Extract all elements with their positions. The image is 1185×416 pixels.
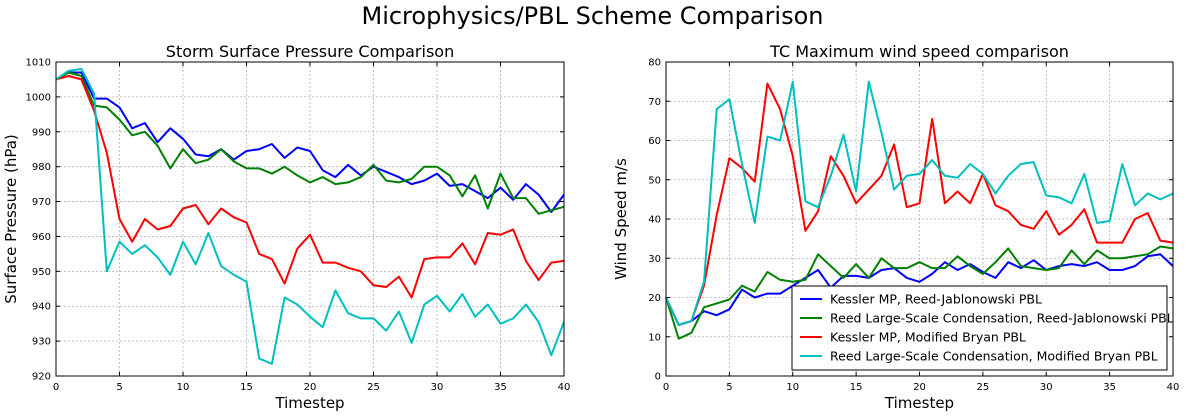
pressure-xtick-label: 5 (116, 382, 122, 393)
wind-legend-label-1: Kessler MP, Reed-Jablonowski PBL (830, 292, 1042, 307)
pressure-y-axis-label: Surface Pressure (hPa) (2, 134, 20, 304)
pressure-series-line-1 (55, 71, 565, 213)
pressure-ytick-label: 970 (32, 197, 51, 208)
pressure-ytick-label: 920 (32, 372, 51, 383)
wind-legend-label-3: Kessler MP, Modified Bryan PBL (830, 330, 1026, 345)
wind-series-line-1 (665, 253, 1174, 326)
wind-ytick-label: 70 (648, 97, 661, 108)
pressure-ytick-label: 1010 (26, 58, 51, 69)
pressure-xtick-label: 10 (177, 382, 190, 393)
pressure-series-line-2 (55, 71, 565, 215)
pressure-ytick-label: 950 (32, 267, 51, 278)
wind-legend: Kessler MP, Reed-Jablonowski PBL Reed Lar… (791, 285, 1174, 371)
wind-series-line-3 (665, 82, 1174, 326)
wind-xtick-label: 25 (977, 382, 990, 393)
wind-legend-label-4: Reed Large-Scale Condensation, Modified … (830, 349, 1158, 364)
wind-ytick-label: 80 (648, 58, 661, 69)
pressure-x-axis-label: Timestep (274, 394, 344, 412)
wind-series-line-4 (665, 80, 1174, 326)
wind-xtick-label: 10 (786, 382, 799, 393)
pressure-series-line-4 (55, 68, 565, 365)
pressure-xtick-label: 25 (367, 382, 380, 393)
wind-xtick-label: 15 (850, 382, 863, 393)
wind-ytick-label: 30 (648, 254, 661, 265)
pressure-xtick-label: 0 (53, 382, 59, 393)
wind-xtick-label: 35 (1103, 382, 1116, 393)
wind-legend-box (791, 285, 1168, 371)
pressure-ytick-label: 960 (32, 232, 51, 243)
pressure-xtick-label: 40 (558, 382, 571, 393)
wind-x-axis-label: Timestep (884, 394, 954, 412)
wind-chart-title: TC Maximum wind speed comparison (769, 42, 1069, 61)
pressure-ytick-label: 990 (32, 127, 51, 138)
wind-ytick-label: 0 (655, 372, 661, 383)
pressure-chart-title: Storm Surface Pressure Comparison (166, 42, 454, 61)
wind-ytick-label: 60 (648, 136, 661, 147)
pressure-xtick-label: 20 (304, 382, 317, 393)
pressure-xtick-label: 15 (240, 382, 253, 393)
pressure-xtick-label: 30 (431, 382, 444, 393)
wind-xtick-label: 0 (663, 382, 669, 393)
wind-ytick-label: 10 (648, 332, 661, 343)
pressure-xtick-label: 35 (494, 382, 507, 393)
wind-xtick-label: 5 (726, 382, 732, 393)
wind-y-axis-label: Wind Speed m/s (612, 158, 630, 280)
wind-ytick-label: 40 (648, 215, 661, 226)
pressure-series-line-3 (55, 75, 565, 299)
pressure-ytick-label: 1000 (26, 92, 51, 103)
wind-chart: 0 5 10 15 20 25 30 35 40 0 10 20 30 40 50 60 70 80 TC Maxi… (612, 42, 1179, 412)
wind-ytick-label: 50 (648, 175, 661, 186)
wind-xtick-label: 30 (1040, 382, 1053, 393)
figure-title: Microphysics/PBL Scheme Comparison (361, 2, 824, 30)
pressure-ytick-label: 930 (32, 337, 51, 348)
pressure-chart: 0 5 10 15 20 25 30 35 40 920 930 940 950 960 970 980 990… (2, 42, 570, 412)
wind-series-line-2 (665, 245, 1174, 340)
pressure-ytick-label: 980 (32, 162, 51, 173)
wind-xtick-label: 20 (913, 382, 926, 393)
wind-ytick-label: 20 (648, 293, 661, 304)
pressure-ytick-label: 940 (32, 302, 51, 313)
wind-xtick-label: 40 (1167, 382, 1180, 393)
wind-legend-label-2: Reed Large-Scale Condensation, Reed-Jabl… (830, 311, 1174, 326)
